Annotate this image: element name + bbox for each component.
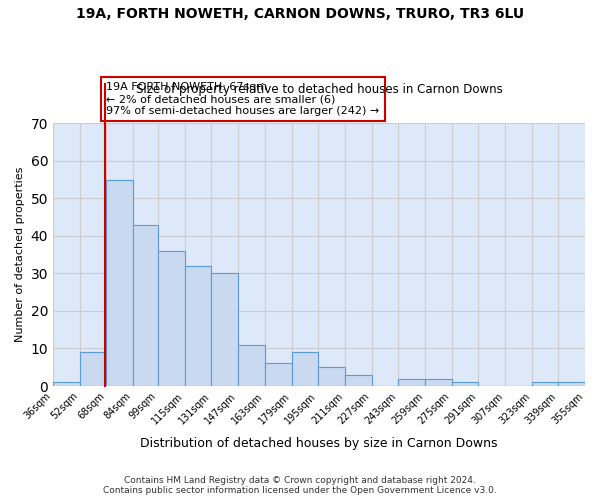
X-axis label: Distribution of detached houses by size in Carnon Downs: Distribution of detached houses by size … [140,437,498,450]
Bar [425,378,452,386]
Bar [133,224,158,386]
Bar [158,251,185,386]
Bar [53,382,80,386]
Bar [106,180,133,386]
Bar [80,352,106,386]
Text: 19A, FORTH NOWETH, CARNON DOWNS, TRURO, TR3 6LU: 19A, FORTH NOWETH, CARNON DOWNS, TRURO, … [76,8,524,22]
Bar [211,274,238,386]
Bar [398,378,425,386]
Bar [292,352,318,386]
Bar [345,375,371,386]
Bar [185,266,211,386]
Text: 19A FORTH NOWETH: 67sqm
← 2% of detached houses are smaller (6)
97% of semi-deta: 19A FORTH NOWETH: 67sqm ← 2% of detached… [106,82,380,116]
Title: Size of property relative to detached houses in Carnon Downs: Size of property relative to detached ho… [136,82,502,96]
Bar [452,382,478,386]
Bar [532,382,559,386]
Text: Contains HM Land Registry data © Crown copyright and database right 2024.
Contai: Contains HM Land Registry data © Crown c… [103,476,497,495]
Bar [318,368,345,386]
Bar [559,382,585,386]
Bar [238,344,265,386]
Bar [265,364,292,386]
Y-axis label: Number of detached properties: Number of detached properties [15,167,25,342]
